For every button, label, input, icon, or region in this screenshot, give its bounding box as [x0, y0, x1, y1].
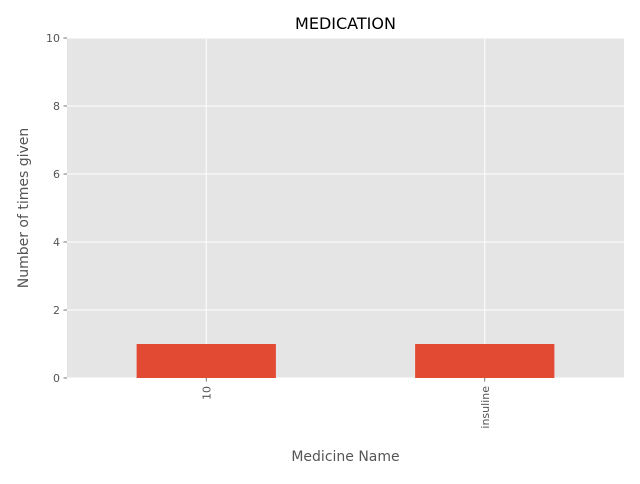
x-tick-label: 10 [200, 386, 213, 400]
y-tick-label: 4 [53, 236, 60, 249]
bar-1 [415, 344, 555, 378]
y-tick-label: 0 [53, 372, 60, 385]
y-tick-label: 6 [53, 168, 60, 181]
tick-layer: 0 2 4 6 8 10 10 insuline [46, 32, 492, 429]
y-tick-label: 2 [53, 304, 60, 317]
bar-layer [136, 344, 555, 378]
x-axis-label: Medicine Name [291, 449, 399, 465]
bar-0 [136, 344, 276, 378]
x-tick-label: insuline [479, 386, 492, 429]
y-axis-label: Number of times given [16, 128, 32, 289]
y-tick-label: 10 [46, 32, 60, 45]
plot-area [67, 38, 624, 378]
chart-title: MEDICATION [295, 14, 396, 33]
y-tick-label: 8 [53, 100, 60, 113]
grid-layer [67, 37, 624, 379]
